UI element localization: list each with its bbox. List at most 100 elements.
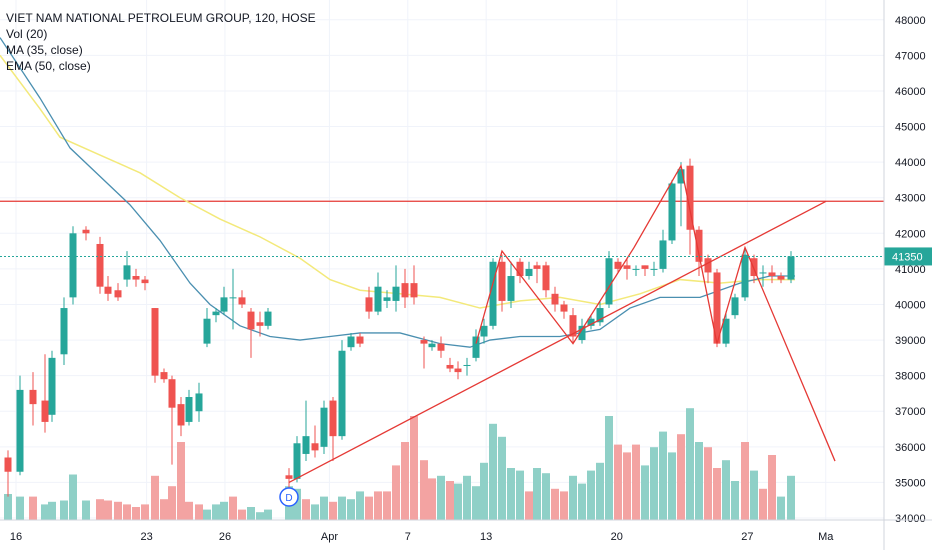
candle [516, 258, 524, 284]
volume-bar [195, 504, 203, 520]
legend-ma[interactable]: MA (35, close) [6, 43, 83, 57]
candle [472, 329, 480, 362]
candle [560, 300, 568, 319]
candle [659, 229, 667, 273]
volume-bar [160, 499, 168, 520]
candle [713, 268, 721, 348]
volume-bar [264, 509, 272, 520]
candle-body [428, 343, 436, 348]
candle [123, 251, 131, 287]
candle [96, 236, 104, 294]
dividend-marker: D [279, 487, 299, 507]
trend-line [288, 200, 827, 483]
volume-bars [4, 408, 795, 520]
y-tick-label: 39000 [895, 335, 926, 347]
candle [454, 361, 462, 380]
chart-legend: VIET NAM NATIONAL PETROLEUM GROUP, 120, … [6, 10, 316, 74]
volume-bar [454, 483, 462, 520]
volume-bar [123, 504, 131, 520]
candle-body [160, 372, 168, 380]
candle-body [650, 268, 658, 270]
volume-bar [356, 491, 364, 520]
candle [212, 308, 220, 323]
candle-body [16, 389, 24, 472]
candle [605, 251, 613, 309]
volume-bar [151, 475, 159, 520]
volume-bar [686, 408, 694, 520]
candle-body [132, 276, 140, 280]
candle [185, 389, 193, 426]
volume-bar [320, 496, 328, 520]
candle-body [525, 268, 533, 277]
legend-volume[interactable]: Vol (20) [6, 27, 48, 41]
candle-body [347, 336, 355, 348]
x-tick-label: Ma [818, 531, 834, 543]
last-price-line: 41350 [0, 247, 932, 266]
volume-bar [437, 475, 445, 520]
candle [356, 332, 364, 348]
candle-body [293, 443, 301, 479]
candle [578, 318, 586, 344]
volume-bar [212, 504, 220, 520]
candle [677, 162, 685, 227]
candle-body [489, 261, 497, 326]
candle-body [787, 256, 795, 280]
volume-bar [731, 481, 739, 520]
volume-bar [347, 499, 355, 520]
candle [777, 272, 785, 284]
candle [428, 340, 436, 351]
candle [722, 311, 730, 348]
volume-bar [480, 462, 488, 520]
candle [668, 179, 676, 244]
volume-bar [777, 496, 785, 520]
candle [60, 297, 68, 365]
candle-body [48, 357, 56, 415]
y-tick-label: 47000 [895, 50, 926, 62]
volume-bar [507, 468, 515, 520]
legend-ema[interactable]: EMA (50, close) [6, 59, 91, 73]
volume-bar [659, 431, 667, 520]
candle [256, 311, 264, 337]
candle-body [596, 308, 604, 323]
candle-body [533, 265, 541, 269]
candle-body [302, 436, 310, 454]
volume-bar [463, 475, 471, 520]
candle [177, 397, 185, 437]
candle [623, 258, 631, 280]
volume-bar [168, 486, 176, 520]
candle-body [437, 343, 445, 351]
candle-body [472, 336, 480, 358]
candle-body [177, 404, 185, 426]
candle-body [60, 308, 68, 355]
candle [383, 290, 391, 309]
volume-bar [632, 444, 640, 520]
x-tick-label: 27 [741, 531, 753, 543]
candle [437, 336, 445, 358]
volume-bar [560, 491, 568, 520]
candle-body [285, 475, 293, 479]
last-price-badge [884, 247, 932, 266]
candle [264, 308, 272, 330]
candle-body [750, 258, 758, 277]
volume-bar [578, 483, 586, 520]
candle-body [410, 283, 418, 298]
volume-bar [533, 468, 541, 520]
last-price-label: 41350 [892, 251, 923, 263]
volume-bar [16, 496, 24, 520]
volume-bar [741, 442, 749, 520]
candle-body [4, 457, 12, 472]
candle [704, 254, 712, 284]
volume-bar [787, 475, 795, 520]
candle [533, 261, 541, 284]
candle [768, 265, 776, 284]
candle-body [256, 322, 264, 326]
candle [401, 268, 409, 309]
candle [787, 251, 795, 284]
candle [151, 308, 159, 383]
candle [229, 268, 237, 330]
volume-bar [41, 504, 49, 520]
candle-body [168, 379, 176, 408]
